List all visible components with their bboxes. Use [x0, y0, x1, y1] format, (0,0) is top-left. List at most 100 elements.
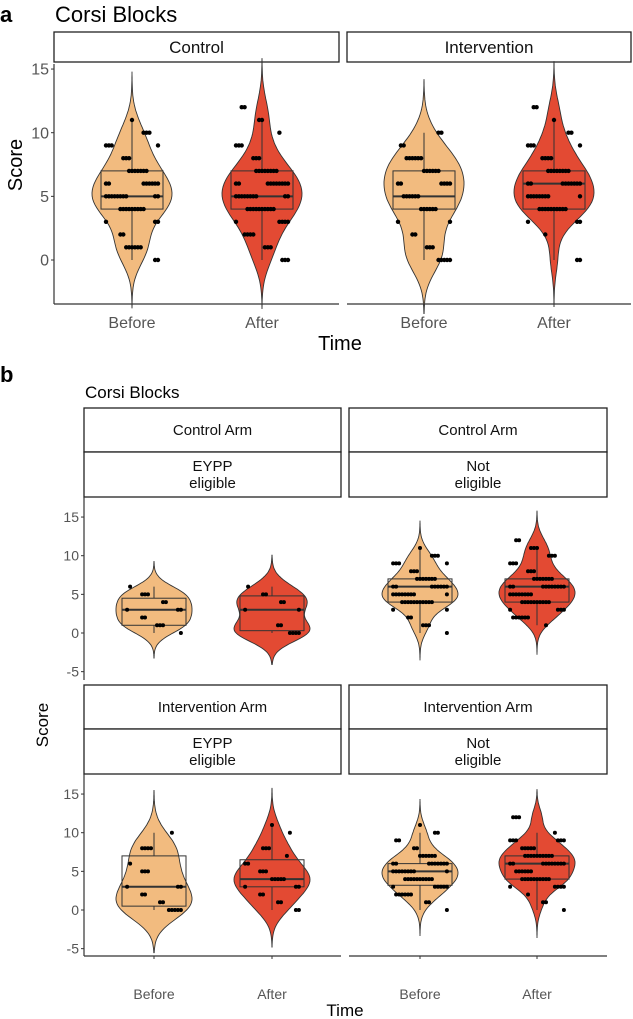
data-point — [514, 615, 519, 620]
data-point — [444, 584, 449, 589]
data-point — [549, 553, 554, 558]
data-point — [435, 584, 440, 589]
y-tick-label: 0 — [71, 625, 79, 641]
data-point — [400, 592, 405, 597]
data-point — [281, 877, 286, 882]
data-point — [403, 600, 408, 605]
data-point — [526, 892, 530, 897]
data-point — [526, 877, 530, 882]
panel-label: b — [0, 362, 13, 387]
data-point — [546, 576, 551, 581]
data-point — [427, 576, 431, 581]
data-point — [166, 908, 171, 912]
facet-strip-arm — [83, 684, 342, 730]
data-point — [529, 592, 533, 597]
data-point — [537, 206, 542, 212]
data-point — [558, 607, 563, 612]
data-point — [424, 600, 428, 605]
data-point — [158, 623, 162, 628]
data-point — [561, 838, 566, 843]
data-point — [404, 156, 409, 161]
data-point — [128, 861, 133, 866]
chart-title: Corsi Blocks — [55, 2, 177, 27]
data-point — [544, 623, 548, 628]
data-point — [118, 206, 123, 212]
data-point — [296, 607, 301, 612]
data-point — [395, 181, 401, 186]
data-point — [261, 592, 265, 597]
data-point — [546, 168, 551, 174]
data-point — [406, 877, 411, 882]
data-point — [233, 194, 239, 199]
data-point — [427, 861, 431, 866]
facet-strip-eligibility-label: Not — [466, 735, 490, 752]
facet-strip-arm-label: Intervention Arm — [158, 699, 267, 716]
data-point — [409, 600, 413, 605]
data-point — [558, 584, 563, 589]
y-tick-label: 10 — [63, 825, 79, 841]
data-point — [140, 869, 145, 874]
box — [387, 863, 453, 886]
data-point — [432, 853, 437, 858]
data-point — [293, 908, 298, 912]
data-point — [508, 592, 513, 597]
data-point — [525, 194, 531, 199]
data-point — [444, 884, 449, 889]
y-tick-label: 0 — [71, 902, 79, 918]
data-point — [444, 607, 449, 612]
data-point — [233, 181, 239, 186]
data-point — [535, 600, 539, 605]
data-point — [251, 156, 256, 161]
data-point — [290, 631, 295, 635]
data-point — [444, 631, 449, 635]
data-point — [555, 584, 560, 589]
data-point — [261, 892, 265, 897]
data-point — [523, 877, 528, 882]
data-point — [152, 257, 158, 263]
data-point — [410, 232, 415, 237]
x-tick-label: After — [245, 315, 279, 332]
data-point — [161, 900, 165, 905]
box — [239, 595, 305, 632]
data-point — [243, 861, 248, 866]
data-point — [529, 569, 533, 574]
data-point — [397, 892, 402, 897]
data-point — [125, 884, 130, 889]
data-point — [444, 861, 449, 866]
data-point — [438, 884, 443, 889]
data-point — [532, 853, 536, 858]
data-point — [400, 892, 405, 897]
data-point — [412, 877, 416, 882]
data-point — [391, 561, 396, 566]
data-point — [287, 631, 292, 635]
data-point — [394, 592, 399, 597]
data-point — [427, 600, 431, 605]
facet-strip-arm-label: Control Arm — [173, 422, 252, 439]
data-point — [517, 815, 522, 820]
data-point — [391, 869, 396, 874]
data-point — [529, 853, 533, 858]
facet-strip-eligibility-label: eligible — [189, 475, 236, 492]
facet-strip-label: Control — [169, 38, 224, 57]
data-point — [511, 615, 516, 620]
data-point — [233, 219, 239, 224]
data-point — [276, 877, 280, 882]
data-point — [544, 600, 548, 605]
facet-strip — [53, 31, 340, 63]
data-point — [421, 600, 425, 605]
data-point — [152, 194, 158, 199]
data-point — [391, 861, 396, 866]
data-point — [391, 884, 396, 889]
x-tick-label: Before — [399, 986, 440, 1002]
data-point — [126, 168, 132, 174]
data-point — [511, 592, 516, 597]
data-point — [258, 869, 263, 874]
y-axis-label: Score — [33, 703, 52, 747]
data-point — [520, 592, 525, 597]
data-point — [296, 884, 301, 889]
data-point — [520, 615, 525, 620]
data-point — [397, 869, 402, 874]
data-point — [441, 584, 446, 589]
data-point — [532, 576, 536, 581]
data-point — [441, 884, 446, 889]
